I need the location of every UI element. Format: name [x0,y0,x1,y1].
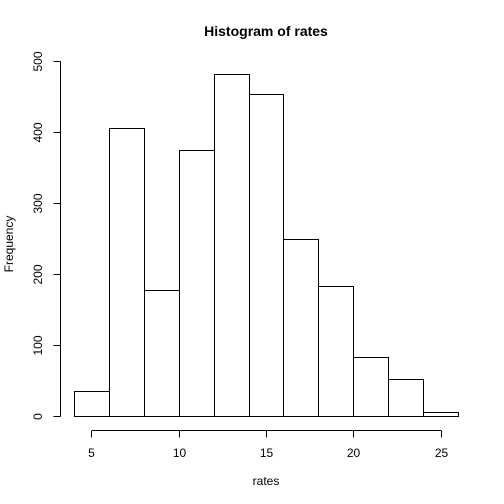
histogram-bar [353,357,389,417]
histogram-bar [283,239,319,417]
histogram-bar [74,391,110,417]
y-tick-label: 0 [31,413,45,420]
histogram-bar [318,286,354,417]
x-axis: 5 10 15 20 25 [88,430,449,460]
y-tick-label: 400 [31,122,45,142]
histogram-bar [388,379,424,417]
y-tick-label: 200 [31,264,45,284]
y-tick-label: 100 [31,335,45,355]
histogram-bar [423,412,459,417]
y-axis: 0 100 200 300 400 500 [31,51,61,420]
histogram-bar [109,128,145,417]
histogram-bar [179,150,215,417]
x-tick-label: 5 [88,446,95,460]
histogram-bar [249,94,284,417]
y-axis-label: Frequency [2,216,16,273]
x-axis-label: rates [253,474,280,488]
x-tick-label: 15 [260,446,274,460]
x-tick-label: 20 [347,446,361,460]
x-tick-label: 25 [435,446,449,460]
x-tick-label: 10 [173,446,187,460]
y-tick-label: 300 [31,193,45,213]
chart-title: Histogram of rates [204,23,328,39]
histogram-bar [214,74,250,417]
bars [74,74,459,417]
y-tick-label: 500 [31,51,45,71]
histogram-bar [144,290,180,417]
